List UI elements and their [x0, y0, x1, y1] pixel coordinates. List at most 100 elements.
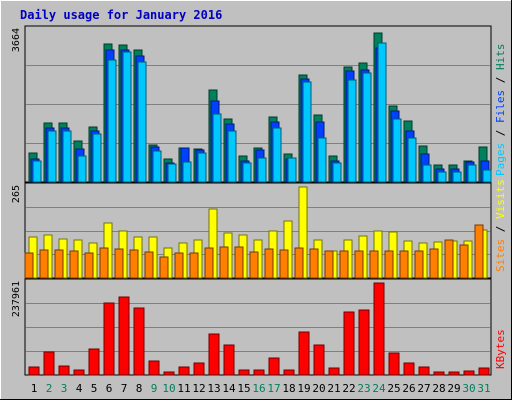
- legend-hits: Hits: [494, 44, 507, 71]
- bar-pages-day-4: [77, 155, 87, 183]
- legend-sites: Sites: [494, 239, 507, 272]
- legend-kbytes: KBytes: [494, 329, 507, 369]
- bar-kbytes-day-22: [343, 311, 355, 376]
- bar-sites-day-8: [129, 249, 139, 279]
- bar-kbytes-day-14: [223, 344, 235, 376]
- bar-kbytes-day-29: [448, 371, 460, 376]
- bar-kbytes-day-12: [193, 362, 205, 376]
- bar-kbytes-day-10: [163, 371, 175, 376]
- bar-pages-day-2: [47, 130, 57, 183]
- max-value-label: 265: [11, 185, 22, 203]
- day-label: 30: [462, 382, 475, 395]
- bar-sites-day-21: [324, 250, 334, 279]
- bar-pages-day-3: [62, 130, 72, 183]
- bar-kbytes-day-9: [148, 360, 160, 376]
- day-label: 23: [357, 382, 370, 395]
- day-label: 22: [342, 382, 355, 395]
- bar-pages-day-27: [422, 164, 432, 183]
- bar-sites-day-30: [459, 244, 469, 279]
- bar-sites-day-6: [99, 247, 109, 279]
- legend-visits-sites: Sites / Visits: [494, 179, 507, 272]
- bar-kbytes-day-6: [103, 302, 115, 376]
- bar-kbytes-day-27: [418, 366, 430, 376]
- legend-pages: Pages: [494, 143, 507, 176]
- bar-sites-day-4: [69, 250, 79, 279]
- day-label: 1: [31, 382, 38, 395]
- bar-sites-day-25: [384, 250, 394, 279]
- bar-kbytes-day-20: [313, 344, 325, 376]
- bar-kbytes-day-18: [283, 369, 295, 376]
- legend-separator: /: [494, 123, 507, 143]
- day-label: 7: [121, 382, 128, 395]
- bar-sites-day-22: [339, 250, 349, 279]
- day-label: 19: [297, 382, 310, 395]
- bar-pages-day-28: [437, 171, 447, 183]
- panel-hits-files-pages: 3664 Pages / Files / Hits: [11, 25, 507, 183]
- bar-sites-day-20: [309, 248, 319, 279]
- bar-kbytes-day-23: [358, 309, 370, 376]
- bar-kbytes-day-24: [373, 282, 385, 376]
- day-label: 21: [327, 382, 340, 395]
- bar-kbytes-day-4: [73, 369, 85, 376]
- bar-pages-day-30: [467, 164, 477, 183]
- bar-pages-day-8: [137, 61, 147, 183]
- bar-kbytes-day-26: [403, 362, 415, 376]
- bar-pages-day-16: [257, 157, 267, 183]
- bar-kbytes-day-3: [58, 365, 70, 376]
- bar-pages-day-17: [272, 127, 282, 183]
- day-label: 10: [162, 382, 175, 395]
- bar-pages-day-25: [392, 118, 402, 183]
- bar-sites-day-13: [204, 247, 214, 279]
- bar-sites-day-18: [279, 249, 289, 279]
- bar-sites-day-29: [444, 239, 454, 279]
- day-label: 18: [282, 382, 295, 395]
- bar-pages-day-6: [107, 59, 117, 183]
- bar-pages-day-11: [182, 161, 192, 183]
- max-value-label: 237961: [11, 281, 22, 317]
- bar-sites-day-3: [54, 249, 64, 279]
- bar-pages-day-5: [92, 133, 102, 183]
- day-label: 9: [151, 382, 158, 395]
- bar-kbytes-day-7: [118, 296, 130, 376]
- bar-pages-day-7: [122, 51, 132, 183]
- day-label: 2: [46, 382, 53, 395]
- panel-kbytes: 237961 KBytes: [11, 278, 507, 376]
- day-label: 4: [76, 382, 83, 395]
- day-label: 11: [177, 382, 190, 395]
- bar-sites-day-5: [84, 252, 94, 279]
- legend-hits-files-pages: Pages / Files / Hits: [494, 44, 507, 177]
- bar-pages-day-31: [482, 169, 492, 183]
- bar-sites-day-31: [474, 224, 484, 279]
- day-label: 8: [136, 382, 143, 395]
- bar-sites-day-26: [399, 250, 409, 279]
- bar-sites-day-2: [39, 249, 49, 279]
- bar-kbytes-day-8: [133, 307, 145, 376]
- bar-pages-day-23: [362, 72, 372, 183]
- day-label: 24: [372, 382, 386, 395]
- bar-pages-day-20: [317, 137, 327, 183]
- bar-pages-day-15: [242, 162, 252, 183]
- bar-kbytes-day-17: [268, 357, 280, 376]
- day-label: 20: [312, 382, 325, 395]
- day-label: 26: [402, 382, 415, 395]
- max-value-label: 3664: [11, 28, 22, 52]
- legend-separator: /: [494, 219, 507, 239]
- bar-kbytes-day-15: [238, 369, 250, 376]
- legend-kbytes: KBytes: [494, 329, 507, 369]
- bar-pages-day-22: [347, 79, 357, 183]
- day-label: 12: [192, 382, 205, 395]
- day-label: 17: [267, 382, 280, 395]
- day-label: 27: [417, 382, 430, 395]
- bar-kbytes-day-19: [298, 331, 310, 376]
- bar-sites-day-28: [429, 248, 439, 279]
- bar-pages-day-12: [197, 152, 207, 183]
- bar-sites-day-12: [189, 252, 199, 279]
- day-label: 5: [91, 382, 98, 395]
- bar-kbytes-day-1: [28, 366, 40, 376]
- bar-pages-day-10: [167, 163, 177, 183]
- day-label: 14: [222, 382, 236, 395]
- bar-kbytes-day-31: [478, 367, 490, 376]
- chart-title: Daily usage for January 2016: [20, 8, 222, 22]
- day-label: 6: [106, 382, 113, 395]
